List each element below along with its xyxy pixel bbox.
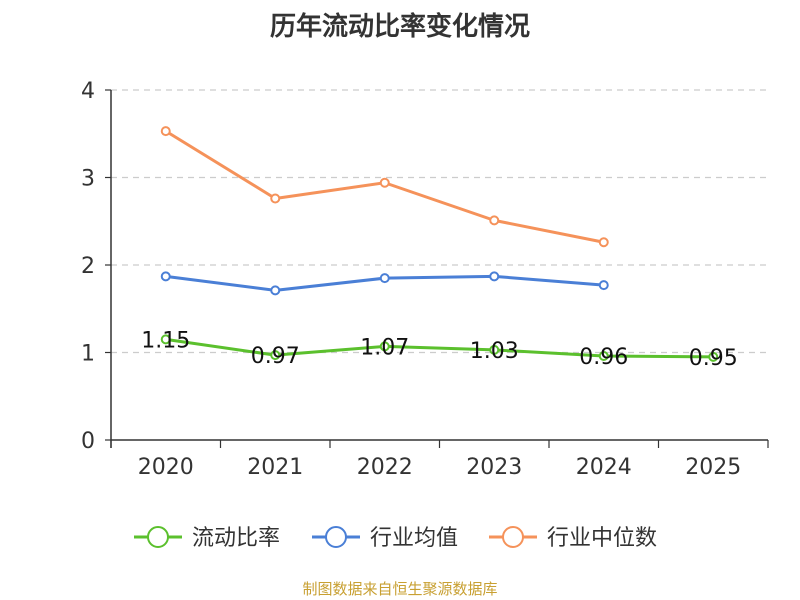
data-point <box>270 285 281 296</box>
legend-marker <box>325 526 347 548</box>
x-tick-label: 2024 <box>576 455 632 480</box>
x-tick-label: 2021 <box>247 455 303 480</box>
data-label: 1.07 <box>360 335 409 360</box>
data-label: 0.96 <box>579 345 628 370</box>
y-tick-label: 3 <box>81 167 95 192</box>
data-label: 1.03 <box>470 339 519 364</box>
data-point <box>379 273 390 284</box>
data-point <box>270 193 281 204</box>
x-tick-label: 2020 <box>138 455 194 480</box>
legend-item-行业均值: 行业均值 <box>312 526 458 551</box>
legend-label: 流动比率 <box>192 526 280 551</box>
y-tick-label: 0 <box>81 429 95 454</box>
data-point <box>270 350 281 361</box>
y-tick-label: 1 <box>81 342 95 367</box>
legend-marker <box>502 526 524 548</box>
data-label: 1.15 <box>141 328 190 353</box>
y-tick-label: 4 <box>81 79 95 104</box>
x-tick-label: 2022 <box>357 455 413 480</box>
data-label: 0.95 <box>689 346 738 371</box>
data-point <box>598 351 609 361</box>
data-point <box>489 344 500 355</box>
x-tick-label: 2025 <box>685 455 741 480</box>
legend-item-流动比率: 流动比率 <box>134 526 280 551</box>
legend-label: 行业中位数 <box>547 526 657 551</box>
data-point <box>489 271 500 282</box>
data-point <box>160 126 171 137</box>
data-point <box>160 271 171 282</box>
data-source-note: 制图数据来自恒生聚源数据库 <box>302 580 498 598</box>
data-point <box>598 237 609 248</box>
x-tick-label: 2023 <box>466 455 522 480</box>
data-point <box>708 351 719 362</box>
data-point <box>489 215 500 226</box>
legend-item-行业中位数: 行业中位数 <box>489 526 657 551</box>
legend-label: 行业均值 <box>370 526 458 551</box>
data-point <box>379 177 390 188</box>
legend-marker <box>147 526 169 548</box>
data-point <box>379 341 390 352</box>
y-tick-label: 2 <box>81 254 95 279</box>
data-label: 0.97 <box>251 344 300 369</box>
series-line-流动比率 <box>165 337 714 359</box>
chart-title: 历年流动比率变化情况 <box>269 12 530 42</box>
data-point <box>598 280 609 291</box>
data-point <box>160 334 171 345</box>
